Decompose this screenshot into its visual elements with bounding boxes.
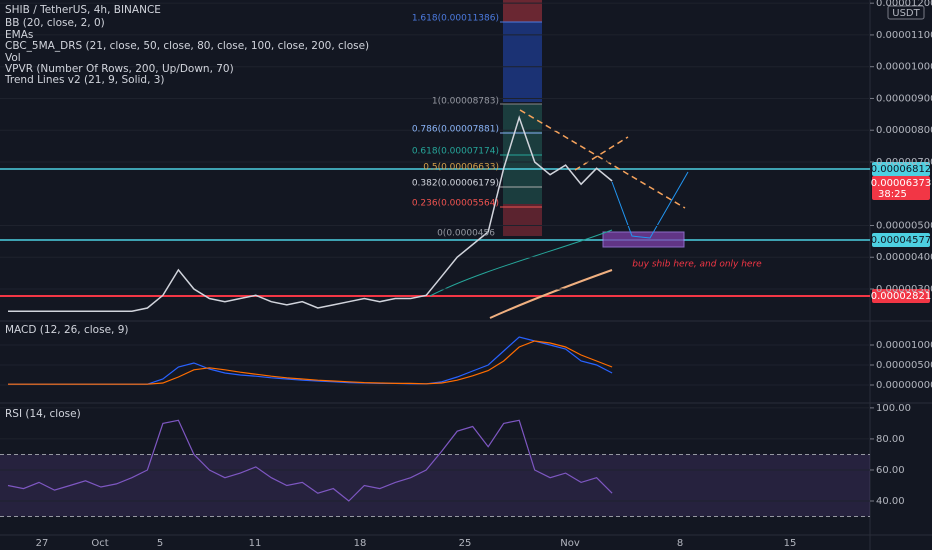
y-tick-label: 40.00	[876, 496, 905, 507]
indicator: Vol	[5, 52, 21, 64]
fib-label: 0.5(0.00006633)	[423, 163, 499, 173]
annotation: buy shib here, and only here	[632, 260, 762, 270]
projection-arrow	[611, 171, 689, 239]
y-tick-label: 0.00000400	[876, 252, 932, 263]
indicator: VPVR (Number Of Rows, 200, Up/Down, 70)	[5, 63, 234, 75]
x-tick-label: 27	[36, 538, 49, 549]
y-tick-label: 0.00000800	[876, 125, 932, 136]
y-tick-label: 0.00001000	[876, 340, 932, 351]
currency[interactable]: USDT	[892, 8, 920, 19]
fib-label: 0.382(0.00006179)	[412, 179, 499, 189]
price-tag	[872, 289, 930, 303]
pane-title: MACD (12, 26, close, 9)	[5, 324, 128, 336]
y-tick-label: 60.00	[876, 465, 905, 476]
rsi-line	[7, 419, 613, 502]
x-tick-label: Nov	[560, 538, 580, 549]
ema-line	[489, 269, 613, 319]
fib-label: 0.236(0.00005564)	[412, 199, 499, 209]
indicator: EMAs	[5, 29, 33, 41]
pane-title: RSI (14, close)	[5, 408, 81, 420]
x-tick-label: 5	[157, 538, 163, 549]
x-tick-label: 11	[249, 538, 262, 549]
fib-label: 1.618(0.00011386)	[412, 14, 499, 24]
x-tick-label: 15	[784, 538, 797, 549]
y-tick-label: 0.00000300	[876, 284, 932, 295]
price-tag	[872, 176, 930, 200]
price-tag	[872, 162, 930, 176]
fib-label: 0(0.0000456	[437, 229, 495, 239]
y-tick-label: 0.00001100	[876, 30, 932, 41]
indicator: Trend Lines v2 (21, 9, Solid, 3)	[4, 74, 165, 86]
fib-label: 0.618(0.00007174)	[412, 147, 499, 157]
price-label: 0.00006812	[871, 164, 931, 175]
trend-line	[519, 109, 686, 209]
fib-label: 1(0.00008783)	[432, 97, 499, 107]
indicator: CBC_5MA_DRS (21, close, 50, close, 80, c…	[5, 40, 369, 52]
y-tick-label: 0.00000900	[876, 93, 932, 104]
fib-zone	[503, 204, 542, 236]
y-tick-label: 0.00001200	[876, 0, 932, 9]
buy-zone	[602, 231, 685, 248]
x-tick-label: 18	[354, 538, 367, 549]
fib-zone	[503, 22, 542, 102]
y-tick-label: 0.00001000	[876, 62, 932, 73]
y-tick-label: 0.00000700	[876, 157, 932, 168]
x-tick-label: 25	[459, 538, 472, 549]
price-label: 0.00004577	[871, 235, 931, 246]
fib-zone	[503, 0, 542, 22]
price-line	[8, 115, 613, 312]
symbol: SHIB / TetherUS, 4h, BINANCE	[5, 4, 161, 16]
y-tick-label: 0.00000000	[876, 380, 932, 391]
macd-line	[8, 340, 613, 385]
currency-button[interactable]	[887, 5, 925, 20]
ema-line	[429, 229, 613, 297]
fib-label: 0.786(0.00007881)	[412, 125, 499, 135]
indicator: BB (20, close, 2, 0)	[5, 17, 105, 29]
price-label: 0.00002821	[871, 291, 931, 302]
trend-line	[574, 136, 629, 171]
price-tag	[872, 233, 930, 247]
y-tick-label: 0.00000500	[876, 360, 932, 371]
fib-zone	[503, 104, 542, 204]
price-label: 0.00006373	[871, 178, 931, 189]
countdown: 38:25	[878, 189, 907, 200]
y-tick-label: 0.00000500	[876, 220, 932, 231]
y-tick-label: 80.00	[876, 434, 905, 445]
x-tick-label: Oct	[91, 538, 108, 549]
y-tick-label: 100.00	[876, 403, 911, 414]
x-tick-label: 8	[677, 538, 683, 549]
rsi-band	[0, 454, 870, 517]
